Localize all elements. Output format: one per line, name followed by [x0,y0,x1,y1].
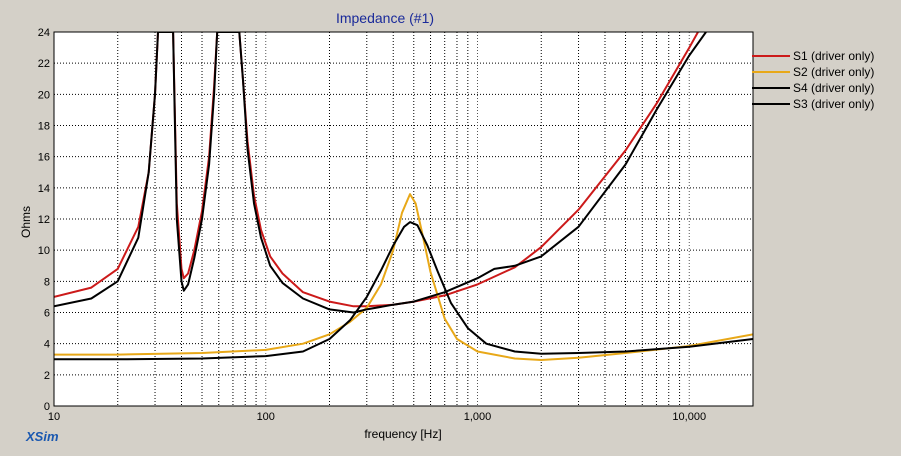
y-tick-label: 14 [38,183,50,195]
series-lines [54,32,753,361]
y-tick-label: 20 [38,89,50,101]
y-tick-label: 2 [44,370,50,382]
y-tick-label: 24 [38,27,50,39]
y-tick-label: 4 [44,339,50,351]
series-line-4 [54,221,753,361]
x-axis-title: frequency [Hz] [364,427,441,441]
y-tick-label: 22 [38,58,50,70]
series-line-2 [54,193,753,361]
legend-entry: S2 (driver only) [793,65,874,79]
legend-entry: S3 (driver only) [793,97,874,111]
x-tick-labels: 10 100 1,000 10,000 [48,411,706,423]
y-tick-label: 6 [44,308,50,320]
legend-entry: S1 (driver only) [793,49,874,63]
y-tick-label: 12 [38,214,50,226]
chart-title: Impedance (#1) [336,10,434,26]
x-tick-label: 10 [48,411,60,423]
y-tick-label: 16 [38,152,50,164]
x-tick-label: 10,000 [672,411,706,423]
x-tick-label: 100 [257,411,275,423]
legend-entry: S4 (driver only) [793,81,874,95]
x-tick-label: 1,000 [464,411,492,423]
series-line-3 [54,32,707,314]
y-tick-label: 0 [44,401,50,413]
y-tick-label: 8 [44,276,50,288]
legend: S1 (driver only) S2 (driver only) S4 (driv… [752,49,874,111]
y-tick-label: 18 [38,121,50,133]
plot-frame [53,31,754,407]
xsim-brand: XSim [25,429,59,444]
y-axis-title: Ohms [19,206,33,238]
grid [54,32,753,406]
y-tick-label: 10 [38,245,50,257]
